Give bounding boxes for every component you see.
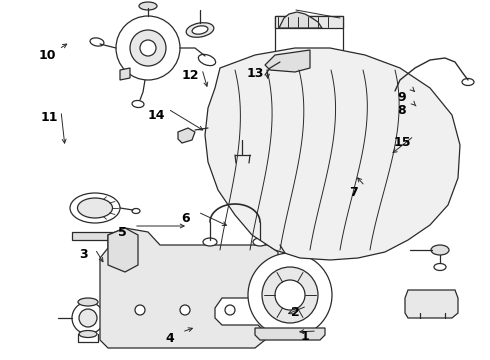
FancyBboxPatch shape	[275, 16, 343, 68]
Text: 2: 2	[291, 306, 299, 319]
Ellipse shape	[431, 245, 449, 255]
Circle shape	[180, 305, 190, 315]
Text: 8: 8	[398, 104, 406, 117]
Ellipse shape	[389, 91, 401, 99]
Text: 15: 15	[393, 135, 411, 149]
Polygon shape	[275, 16, 343, 28]
Polygon shape	[375, 208, 393, 218]
Text: 4: 4	[166, 332, 174, 345]
Polygon shape	[178, 128, 195, 143]
Polygon shape	[108, 228, 138, 272]
Text: 10: 10	[38, 49, 56, 62]
Ellipse shape	[132, 100, 144, 108]
Polygon shape	[120, 68, 130, 80]
Text: 11: 11	[40, 111, 58, 123]
Circle shape	[79, 309, 97, 327]
Circle shape	[130, 30, 166, 66]
Ellipse shape	[434, 264, 446, 270]
Text: 12: 12	[181, 68, 199, 81]
Circle shape	[140, 40, 156, 56]
Polygon shape	[279, 12, 322, 28]
Text: 7: 7	[348, 185, 357, 198]
Ellipse shape	[198, 54, 216, 66]
Polygon shape	[270, 55, 350, 65]
Ellipse shape	[77, 198, 113, 218]
Ellipse shape	[90, 38, 104, 46]
Circle shape	[366, 189, 378, 201]
Circle shape	[116, 16, 180, 80]
Circle shape	[135, 305, 145, 315]
Text: 13: 13	[246, 67, 264, 80]
Circle shape	[262, 267, 318, 323]
Polygon shape	[72, 232, 118, 240]
Circle shape	[72, 302, 104, 334]
Text: 14: 14	[147, 108, 165, 122]
Polygon shape	[100, 228, 278, 348]
Polygon shape	[349, 208, 366, 218]
Polygon shape	[265, 50, 310, 72]
Text: 6: 6	[182, 212, 190, 225]
Polygon shape	[255, 328, 325, 340]
Text: 1: 1	[301, 330, 309, 343]
Ellipse shape	[270, 238, 284, 246]
Circle shape	[350, 173, 394, 217]
Ellipse shape	[79, 330, 97, 338]
Ellipse shape	[192, 26, 208, 34]
Circle shape	[359, 182, 385, 208]
Ellipse shape	[203, 238, 217, 246]
Ellipse shape	[253, 238, 267, 246]
Circle shape	[225, 305, 235, 315]
Ellipse shape	[139, 2, 157, 10]
Circle shape	[275, 280, 305, 310]
Text: 9: 9	[398, 90, 406, 104]
Polygon shape	[405, 290, 458, 318]
Text: 5: 5	[118, 225, 126, 239]
Ellipse shape	[186, 23, 214, 37]
Ellipse shape	[132, 208, 140, 213]
Circle shape	[230, 116, 254, 140]
Ellipse shape	[78, 298, 98, 306]
Circle shape	[248, 253, 332, 337]
Polygon shape	[205, 48, 460, 260]
Ellipse shape	[70, 193, 120, 223]
Ellipse shape	[462, 78, 474, 86]
Text: 3: 3	[79, 248, 87, 261]
